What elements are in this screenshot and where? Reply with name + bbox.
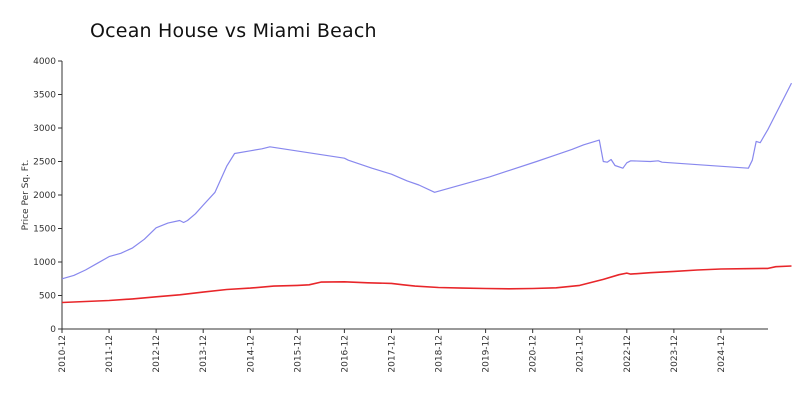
chart-axes bbox=[61, 61, 768, 330]
x-tick-label: 2021-12 bbox=[576, 335, 586, 373]
x-tick-label: 2013-12 bbox=[199, 335, 209, 373]
x-tick-label: 2023-12 bbox=[670, 335, 680, 373]
x-tick-label: 2024-12 bbox=[717, 335, 727, 373]
y-tick-label: 500 bbox=[39, 292, 56, 302]
x-tick-label: 2022-12 bbox=[623, 335, 633, 373]
x-tick-label: 2020-12 bbox=[529, 335, 539, 373]
chart-series bbox=[61, 82, 793, 304]
x-tick-label: 2014-12 bbox=[246, 335, 256, 373]
x-tick-label: 2018-12 bbox=[435, 335, 445, 373]
x-tick-label: 2011-12 bbox=[105, 335, 115, 373]
x-axis-ticks: 2010-12 2011-12 2012-12 2013-12 2014-12 2015-… bbox=[58, 329, 727, 373]
x-tick-label: 2010-12 bbox=[58, 335, 68, 373]
y-axis-ticks: 0 500 1000 1500 2000 2500 3000 3500 4000 bbox=[33, 57, 62, 335]
x-tick-label: 2012-12 bbox=[152, 335, 162, 373]
y-tick-label: 1500 bbox=[33, 225, 56, 235]
y-tick-label: 2000 bbox=[33, 191, 56, 201]
chart-title: Ocean House vs Miami Beach bbox=[90, 20, 377, 42]
x-tick-label: 2017-12 bbox=[387, 335, 397, 373]
y-tick-label: 3000 bbox=[33, 124, 56, 134]
y-axis-label: Price Per Sq. Ft. bbox=[21, 160, 31, 231]
x-tick-label: 2016-12 bbox=[340, 335, 350, 373]
y-tick-label: 0 bbox=[50, 325, 56, 335]
y-tick-label: 4000 bbox=[33, 57, 56, 67]
series-line-2 bbox=[61, 265, 792, 304]
y-tick-label: 3500 bbox=[33, 91, 56, 101]
x-tick-label: 2019-12 bbox=[482, 335, 492, 373]
series-line-1 bbox=[61, 82, 793, 280]
y-tick-label: 2500 bbox=[33, 158, 56, 168]
y-tick-label: 1000 bbox=[33, 258, 56, 268]
x-tick-label: 2015-12 bbox=[293, 335, 303, 373]
